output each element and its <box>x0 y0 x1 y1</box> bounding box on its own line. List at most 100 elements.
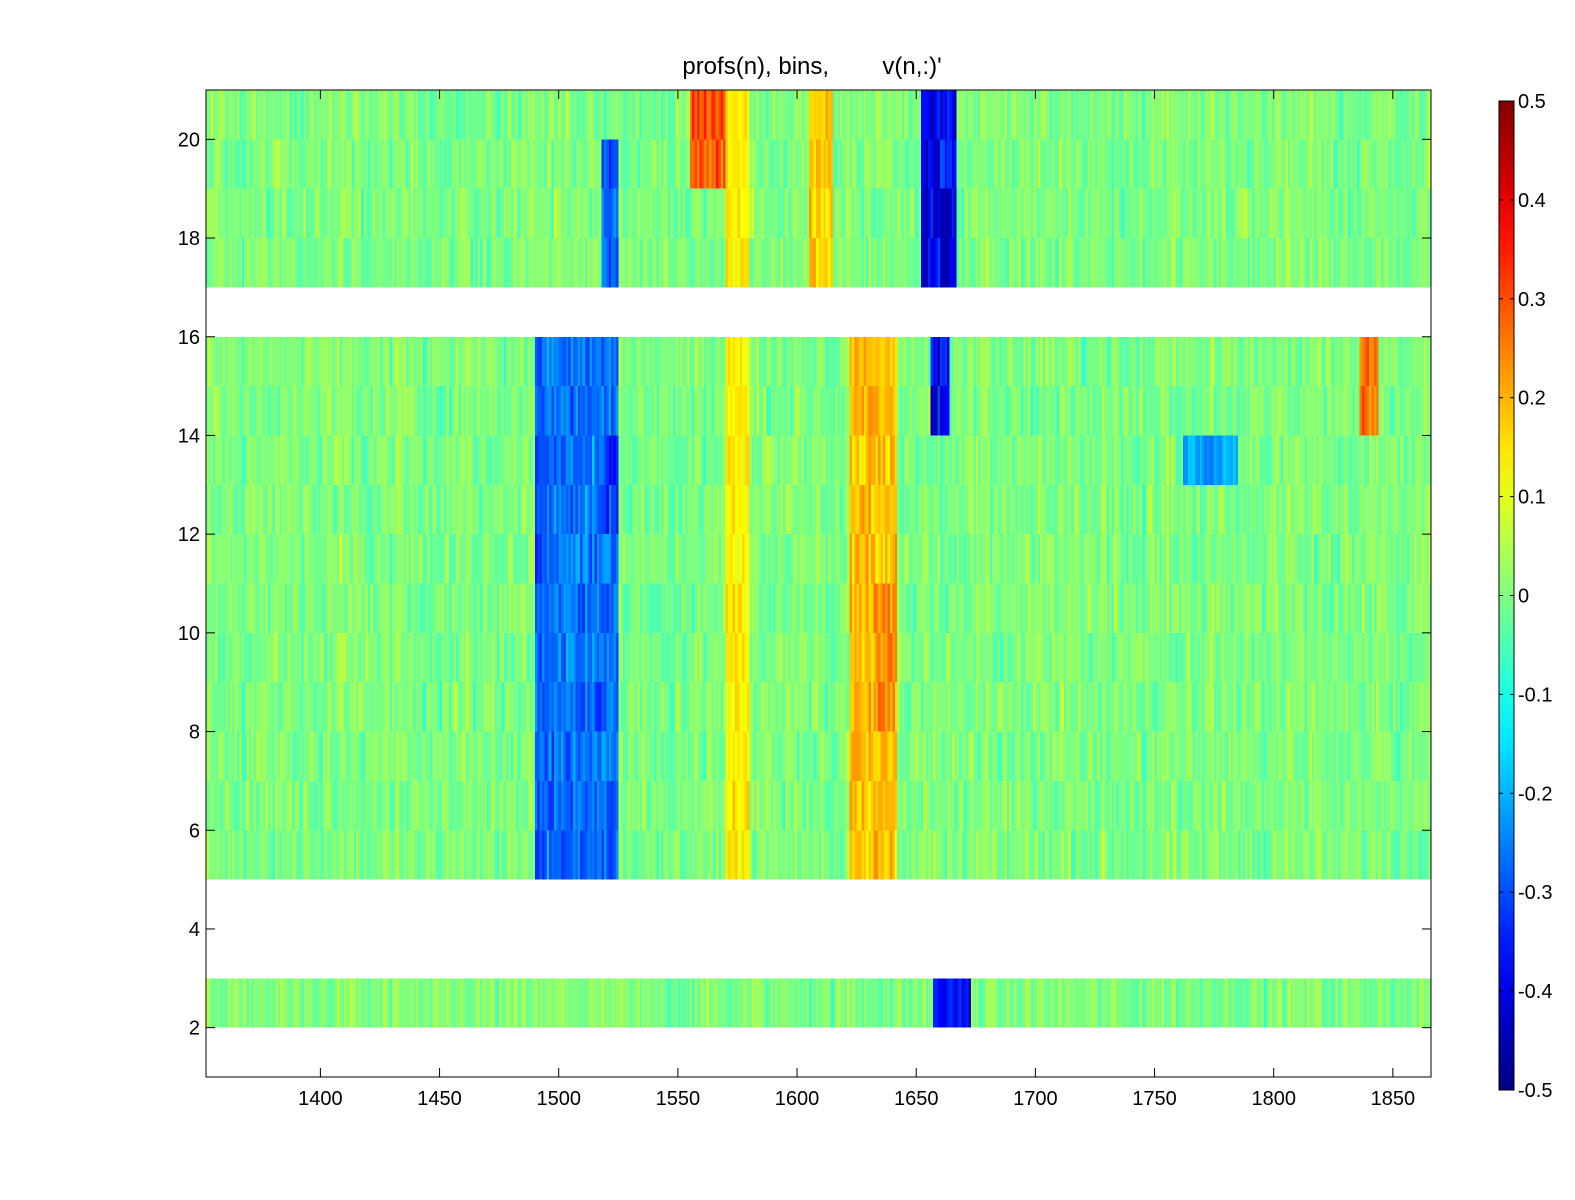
heatmap-cell <box>489 534 493 584</box>
heatmap-cell <box>382 632 386 683</box>
heatmap-cell <box>1013 632 1017 683</box>
heatmap-cell <box>1345 534 1348 584</box>
heatmap-cell <box>1290 484 1294 535</box>
heatmap-cell <box>260 731 264 781</box>
heatmap-cell <box>1426 731 1429 781</box>
heatmap-cell <box>649 632 653 683</box>
heatmap-cell <box>1416 484 1420 535</box>
heatmap-cell <box>1209 780 1213 831</box>
heatmap-cell <box>947 780 950 831</box>
heatmap-cell <box>1059 583 1062 633</box>
heatmap-cell <box>1340 830 1344 880</box>
heatmap-cell <box>785 830 788 880</box>
heatmap-cell <box>377 731 381 781</box>
heatmap-cell <box>1087 830 1091 880</box>
heatmap-cell <box>880 731 884 781</box>
heatmap-cell <box>832 583 836 633</box>
heatmap-cell <box>651 682 655 732</box>
heatmap-cell <box>923 632 927 683</box>
heatmap-cell <box>322 534 326 584</box>
heatmap-cell <box>1168 583 1172 633</box>
heatmap-cell <box>406 830 409 880</box>
heatmap-cell <box>427 583 431 633</box>
heatmap-cell <box>484 583 488 633</box>
heatmap-cell <box>723 583 726 633</box>
heatmap-cell <box>1226 978 1229 1028</box>
heatmap-cell <box>706 682 710 732</box>
heatmap-cell <box>594 534 598 584</box>
heatmap-cell <box>275 830 278 880</box>
heatmap-cell <box>611 534 614 584</box>
heatmap-cell <box>461 978 464 1028</box>
heatmap-cell <box>923 484 927 535</box>
heatmap-cell <box>1187 534 1191 584</box>
heatmap-cell <box>1206 682 1210 732</box>
heatmap-cell <box>1259 978 1263 1028</box>
heatmap-cell <box>1002 780 1005 831</box>
heatmap-cell <box>272 435 276 485</box>
heatmap-cell <box>892 780 896 831</box>
heatmap-cell <box>1290 583 1294 633</box>
heatmap-cell <box>561 583 564 633</box>
heatmap-cell <box>951 978 955 1028</box>
heatmap-cell <box>925 731 929 781</box>
heatmap-cell <box>949 780 953 831</box>
heatmap-cell <box>1261 830 1265 880</box>
heatmap-cell <box>461 534 464 584</box>
heatmap-cell <box>799 830 803 880</box>
heatmap-cell <box>1273 484 1277 535</box>
heatmap-cell <box>1156 780 1160 831</box>
heatmap-cell <box>1025 780 1029 831</box>
heatmap-cell <box>453 731 457 781</box>
heatmap-cell <box>978 484 981 535</box>
heatmap-cell <box>1037 682 1041 732</box>
heatmap-cell <box>1383 780 1387 831</box>
heatmap-cell <box>975 484 979 535</box>
heatmap-cell <box>472 435 476 485</box>
heatmap-cell <box>968 632 972 683</box>
heatmap-cell <box>499 731 502 781</box>
heatmap-cell <box>1042 435 1046 485</box>
heatmap-cell <box>394 534 398 584</box>
heatmap-cell <box>1295 731 1298 781</box>
heatmap-cell <box>682 682 686 732</box>
heatmap-cell <box>1197 632 1201 683</box>
heatmap-cell <box>337 632 340 683</box>
heatmap-cell <box>1097 583 1101 633</box>
heatmap-cell <box>606 484 610 535</box>
heatmap-cell <box>1259 780 1263 831</box>
heatmap-cell <box>756 682 760 732</box>
heatmap-cell <box>334 682 338 732</box>
heatmap-cell <box>973 583 977 633</box>
heatmap-cell <box>525 731 529 781</box>
heatmap-cell <box>475 830 479 880</box>
heatmap-cell <box>1023 830 1027 880</box>
heatmap-cell <box>732 534 736 584</box>
heatmap-cell <box>379 435 383 485</box>
heatmap-cell <box>575 632 579 683</box>
heatmap-cell <box>294 534 297 584</box>
heatmap-cell <box>801 484 805 535</box>
heatmap-cell <box>1083 731 1086 781</box>
heatmap-cell <box>634 534 638 584</box>
heatmap-cell <box>727 583 731 633</box>
heatmap-cell <box>1357 978 1360 1028</box>
heatmap-cell <box>434 632 438 683</box>
heatmap-cell <box>480 682 483 732</box>
heatmap-cell <box>1380 534 1384 584</box>
heatmap-cell <box>870 830 874 880</box>
heatmap-cell <box>1340 978 1344 1028</box>
heatmap-cell <box>303 484 307 535</box>
heatmap-cell <box>568 682 571 732</box>
heatmap-cell <box>675 583 679 633</box>
heatmap-cell <box>508 780 512 831</box>
heatmap-cell <box>1130 830 1134 880</box>
heatmap-cell <box>239 830 243 880</box>
heatmap-cell <box>692 978 695 1028</box>
heatmap-cell <box>961 978 965 1028</box>
heatmap-cell <box>608 484 612 535</box>
heatmap-cell <box>866 632 869 683</box>
heatmap-cell <box>785 632 788 683</box>
heatmap-cell <box>1247 632 1251 683</box>
heatmap-cell <box>982 632 986 683</box>
